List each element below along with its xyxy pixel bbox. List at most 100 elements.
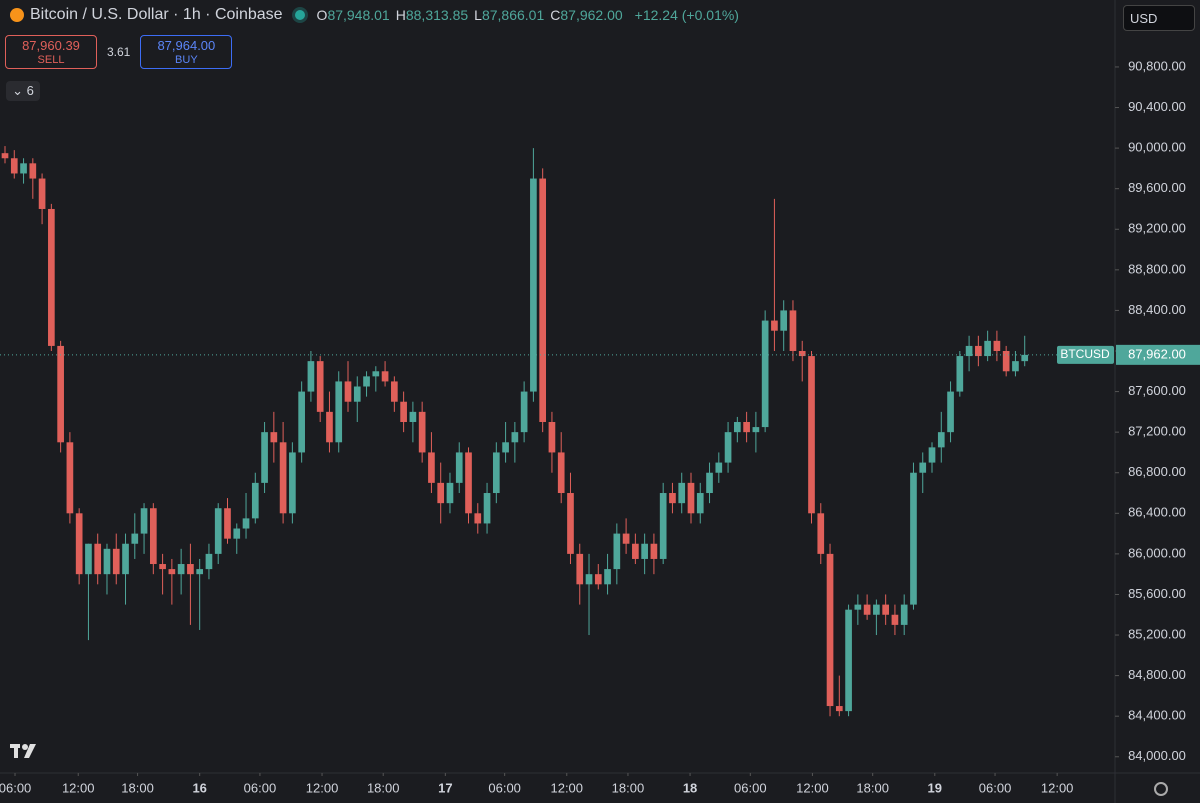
market-status — [294, 10, 305, 20]
candle-body — [270, 432, 278, 443]
buy-label: BUY — [175, 54, 198, 66]
ohlc-value: 88,313.85 — [405, 7, 469, 23]
candle-body — [75, 513, 83, 575]
x-tick-label: 16 — [192, 780, 206, 795]
x-tick-label: 18:00 — [612, 780, 645, 795]
buy-button[interactable]: 87,964.00 BUY — [140, 35, 233, 69]
indicators-toggle[interactable]: ⌄ 6 — [6, 81, 40, 101]
candle-body — [168, 569, 176, 575]
last-price-tag — [1116, 344, 1200, 365]
candle-body — [530, 178, 537, 392]
candle-body — [279, 442, 287, 514]
candle-body — [724, 432, 732, 463]
candle-body — [1012, 361, 1019, 372]
change: +12.24 (+0.01%) — [634, 7, 739, 23]
y-tick-label: 84,800.00 — [1128, 667, 1186, 682]
candle-body — [298, 391, 305, 453]
candle-body — [539, 178, 547, 423]
candle-body — [391, 381, 398, 402]
sell-button[interactable]: 87,960.39 SELL — [5, 35, 97, 69]
candle-body — [418, 411, 426, 453]
candle-body — [85, 543, 92, 575]
ohlc-key: C — [550, 7, 561, 23]
candle-body — [659, 493, 667, 559]
y-tick-label: 90,000.00 — [1128, 140, 1186, 155]
candle-body — [956, 356, 964, 392]
candle-body — [771, 320, 778, 331]
candle-body — [567, 493, 574, 554]
settings-icon[interactable] — [1154, 782, 1168, 796]
candle-body — [48, 208, 55, 346]
candle-body — [289, 452, 296, 514]
candle-body — [557, 452, 565, 494]
candle-body — [38, 178, 46, 209]
candle-body — [511, 432, 519, 443]
y-tick-label: 85,200.00 — [1128, 626, 1186, 641]
candle-body — [140, 508, 148, 534]
y-tick-label: 86,800.00 — [1128, 464, 1186, 479]
symbol-logo — [10, 8, 24, 22]
ohlc-value: 87,948.01 — [327, 7, 390, 23]
candle-body — [94, 543, 102, 575]
candle-body — [242, 518, 250, 529]
candle-body — [900, 604, 908, 625]
candle-body — [975, 345, 982, 357]
x-tick-label: 06:00 — [979, 780, 1012, 795]
symbol-tag — [1057, 345, 1114, 364]
candle-body — [474, 513, 482, 524]
candle-body — [835, 706, 843, 712]
x-tick-label: 19 — [928, 780, 942, 795]
candle-body — [789, 310, 797, 351]
y-tick-label: 88,800.00 — [1128, 261, 1186, 276]
trade-panel: 87,960.39 SELL 3.61 87,964.00 BUY — [5, 35, 233, 69]
candle-body — [919, 462, 927, 473]
candle-body — [873, 604, 880, 615]
buy-price: 87,964.00 — [157, 38, 216, 53]
candle-body — [743, 422, 750, 433]
candle-body — [10, 158, 18, 174]
x-tick-label: 18:00 — [367, 780, 400, 795]
ohlc-value: 87,962.00 — [560, 7, 623, 23]
candle-body — [251, 482, 259, 519]
currency: USD — [1130, 11, 1158, 26]
candle-body — [928, 447, 936, 463]
candle-body — [520, 391, 528, 433]
candle-body — [706, 472, 713, 494]
candle-body — [177, 564, 185, 575]
spread: 3.61 — [107, 45, 131, 59]
currency-select[interactable]: USD — [1123, 5, 1195, 31]
candle-body — [780, 310, 788, 331]
y-tick-label: 87,200.00 — [1128, 424, 1186, 439]
x-tick-label: 06:00 — [244, 780, 277, 795]
candle-body — [798, 350, 806, 357]
sell-price: 87,960.39 — [22, 38, 80, 53]
candle-body — [159, 564, 166, 570]
candle-body — [937, 432, 945, 448]
plot-area — [1, 146, 1029, 717]
candle-body — [678, 482, 686, 504]
candle-body — [761, 320, 769, 428]
candle-body — [149, 508, 157, 565]
candle-body — [492, 452, 500, 494]
x-tick-label: 06:00 — [0, 780, 31, 795]
candle-body — [817, 513, 825, 554]
x-tick-label: 12:00 — [796, 780, 829, 795]
candle-body — [224, 508, 231, 539]
candle-body — [947, 391, 954, 433]
header: Bitcoin / U.S. Dollar · 1h · Coinbase O8… — [10, 6, 739, 24]
y-tick-label: 89,600.00 — [1128, 180, 1186, 195]
candle-body — [1021, 354, 1029, 362]
x-tick-label: 12:00 — [306, 780, 339, 795]
x-tick-label: 12:00 — [550, 780, 583, 795]
candle-body — [965, 345, 973, 357]
candle-body — [112, 548, 120, 575]
candle-body — [381, 371, 389, 382]
candle-body — [715, 462, 723, 473]
tv-logo — [10, 744, 36, 758]
candle-body — [882, 604, 889, 615]
candle-body — [808, 356, 815, 514]
y-tick-label: 90,400.00 — [1128, 99, 1186, 114]
y-tick-label: 89,200.00 — [1128, 221, 1186, 236]
candle-body — [632, 543, 639, 559]
